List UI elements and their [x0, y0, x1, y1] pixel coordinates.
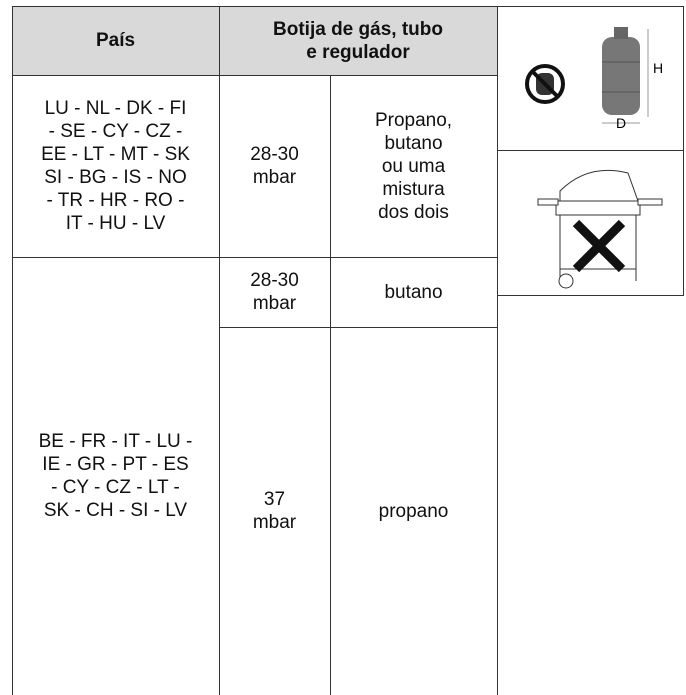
text-line: EE - LT - MT - SK [41, 144, 190, 165]
countries-cell: BE - FR - IT - LU - IE - GR - PT - ES - … [12, 257, 219, 695]
text-line: - TR - HR - RO - [46, 190, 185, 211]
border [683, 6, 684, 296]
text-line: IE - GR - PT - ES [42, 454, 189, 475]
text-line: IT - HU - LV [65, 213, 166, 234]
wheel [558, 273, 574, 289]
text-line: SK - CH - SI - LV [43, 500, 188, 521]
text-line: dos dois [378, 201, 449, 223]
border [330, 75, 331, 695]
side-shelf [637, 198, 663, 206]
text-line: SI - BG - IS - NO [44, 167, 187, 188]
pressure-cell: 28-30 mbar [219, 75, 330, 257]
height-label: H [653, 60, 663, 76]
text-line: - CY - CZ - LT - [51, 477, 180, 498]
border [219, 327, 497, 328]
border [497, 295, 683, 296]
text-line: butano [384, 281, 443, 303]
border [12, 257, 497, 258]
text-line: Propano, [374, 109, 453, 131]
grill-panel [555, 200, 641, 216]
cylinder [602, 37, 640, 115]
border [12, 75, 497, 76]
gas-cell: propano [330, 327, 497, 695]
header-cell: País [12, 6, 219, 75]
border [497, 6, 498, 695]
countries-cell: LU - NL - DK - FI - SE - CY - CZ - EE - … [12, 75, 219, 257]
text-line: LU - NL - DK - FI [44, 98, 187, 119]
text-line: - SE - CY - CZ - [48, 121, 183, 142]
pressure-cell: 28-30 mbar [219, 257, 330, 327]
border [497, 150, 683, 151]
header-text: e regulador [306, 41, 410, 63]
text-line: mistura [382, 178, 445, 200]
grill-lid [559, 169, 639, 204]
header-text: País [95, 30, 136, 51]
cylinder-icon: H D [525, 27, 663, 131]
border [12, 6, 683, 7]
gas-cell: butano [330, 257, 497, 327]
text-line: 28-30 [250, 144, 299, 165]
diameter-label: D [616, 115, 626, 131]
text-line: 28-30 [250, 270, 299, 291]
no-sign-bar [530, 69, 560, 99]
text-line: ou uma [381, 155, 446, 177]
text-line: 37 [263, 489, 286, 510]
text-line: butano [384, 132, 443, 154]
text-line: BE - FR - IT - LU - [38, 431, 193, 452]
gas-cell: Propano, butano ou uma mistura dos dois [330, 75, 497, 257]
side-shelf [537, 198, 559, 206]
border [12, 6, 13, 695]
grill-icon [537, 169, 663, 289]
border [219, 6, 220, 695]
pressure-cell: 37 mbar [219, 327, 330, 695]
header-text: Botija de gás, tubo [273, 18, 443, 40]
cross [572, 219, 626, 273]
text-line: propano [378, 500, 449, 522]
valve [614, 27, 628, 39]
text-line: mbar [252, 293, 297, 314]
text-line: mbar [252, 512, 297, 533]
header-cell: Botija de gás, tubo e regulador [219, 6, 497, 75]
text-line: mbar [252, 167, 297, 188]
